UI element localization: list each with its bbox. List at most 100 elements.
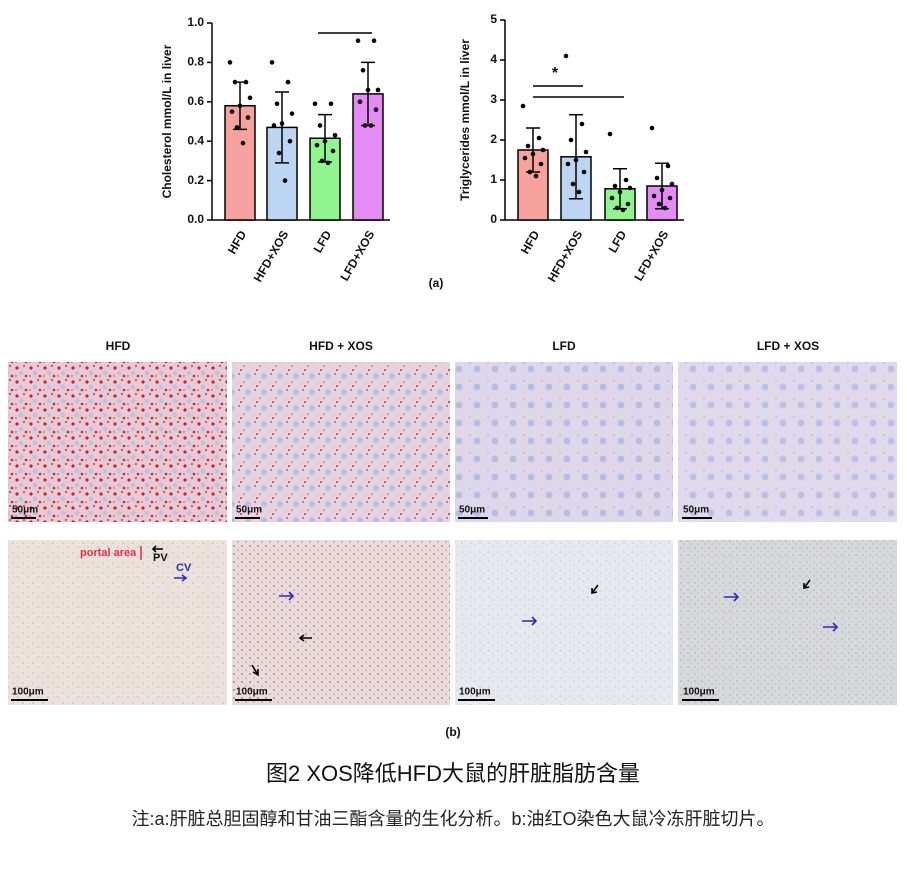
micrograph bbox=[8, 540, 227, 705]
y-tick-label: 0.4 bbox=[187, 133, 204, 147]
data-point bbox=[565, 161, 571, 167]
data-point bbox=[533, 173, 539, 179]
data-point bbox=[289, 111, 295, 116]
data-point bbox=[373, 107, 379, 112]
data-point bbox=[620, 207, 626, 213]
data-point bbox=[279, 121, 285, 126]
data-point bbox=[530, 151, 536, 157]
scale-bars: 50μm 50μm 50μm 50μm 100μm 100μm 100μm 10… bbox=[11, 505, 719, 701]
y-axis-label: Triglycerides mmol/L in liver bbox=[458, 39, 472, 201]
data-point bbox=[520, 103, 526, 109]
micrograph bbox=[455, 362, 673, 522]
scale-label: 100μm bbox=[459, 687, 491, 698]
panel-label: (b) bbox=[445, 725, 460, 739]
significance-mark: * bbox=[552, 65, 559, 82]
data-point bbox=[522, 155, 528, 161]
scale-label: 100μm bbox=[12, 687, 44, 698]
data-point bbox=[669, 181, 675, 187]
data-point bbox=[617, 189, 623, 195]
data-point bbox=[330, 148, 336, 154]
data-point bbox=[360, 67, 366, 73]
data-point bbox=[285, 79, 291, 85]
data-point bbox=[371, 38, 377, 44]
data-point bbox=[365, 87, 371, 93]
column-header: HFD + XOS bbox=[309, 339, 373, 353]
scale-label: 50μm bbox=[236, 505, 262, 516]
data-point bbox=[375, 87, 381, 93]
micrograph bbox=[455, 540, 673, 705]
data-point bbox=[568, 137, 574, 143]
data-point bbox=[287, 138, 293, 144]
x-tick-label: HFD+XOS bbox=[251, 228, 292, 284]
data-point bbox=[312, 101, 318, 107]
data-point bbox=[328, 101, 334, 107]
x-tick-label: LFD+XOS bbox=[631, 228, 671, 283]
scale-label: 50μm bbox=[459, 505, 485, 516]
x-tick-label: HFD+XOS bbox=[545, 228, 586, 284]
scale-label: 100μm bbox=[683, 687, 715, 698]
data-point bbox=[538, 161, 544, 167]
data-point bbox=[607, 131, 613, 137]
error-bar bbox=[275, 91, 289, 164]
annotation: PV bbox=[153, 552, 168, 564]
data-point bbox=[609, 195, 615, 201]
x-tick-label: LFD bbox=[311, 228, 335, 255]
micrograph bbox=[232, 362, 450, 522]
y-tick-label: 1 bbox=[490, 172, 497, 186]
annotation: portal area bbox=[80, 547, 137, 559]
y-tick-label: 1.0 bbox=[187, 15, 204, 29]
x-tick-label: LFD+XOS bbox=[337, 228, 377, 283]
data-point bbox=[623, 177, 629, 183]
data-point bbox=[234, 125, 240, 130]
data-point bbox=[563, 53, 569, 59]
data-point bbox=[527, 169, 533, 175]
data-point bbox=[232, 79, 238, 85]
micrograph bbox=[8, 362, 227, 522]
data-point bbox=[271, 123, 277, 128]
data-point bbox=[240, 140, 246, 146]
scale-label: 100μm bbox=[236, 687, 268, 698]
data-point bbox=[317, 123, 323, 128]
data-point bbox=[627, 185, 633, 191]
y-tick-label: 3 bbox=[490, 92, 497, 106]
data-point bbox=[229, 109, 235, 114]
data-point bbox=[625, 201, 631, 207]
data-point bbox=[581, 169, 587, 175]
y-tick-label: 0 bbox=[490, 212, 497, 226]
data-point bbox=[576, 189, 582, 195]
data-point bbox=[362, 123, 368, 128]
data-point bbox=[659, 187, 665, 193]
data-point bbox=[319, 158, 325, 164]
data-point bbox=[314, 142, 320, 148]
column-header: LFD + XOS bbox=[757, 339, 819, 353]
x-tick-label: LFD bbox=[606, 228, 630, 255]
panel-label: (a) bbox=[429, 276, 444, 290]
data-point bbox=[570, 181, 576, 187]
x-tick-label: HFD bbox=[225, 228, 250, 257]
data-point bbox=[368, 123, 374, 128]
data-point bbox=[654, 175, 660, 181]
data-point bbox=[665, 163, 671, 169]
data-point bbox=[269, 60, 275, 65]
data-point bbox=[573, 157, 579, 163]
data-point bbox=[322, 138, 328, 144]
micrograph bbox=[232, 540, 450, 705]
data-point bbox=[282, 178, 288, 183]
y-tick-label: 0.8 bbox=[187, 55, 204, 69]
data-point bbox=[536, 135, 542, 141]
x-tick-label: HFD bbox=[518, 228, 543, 257]
caption-title: 图2 XOS降低HFD大鼠的肝脏脂肪含量 bbox=[266, 761, 640, 786]
data-point bbox=[667, 195, 673, 201]
data-point bbox=[276, 150, 282, 156]
data-point bbox=[540, 147, 546, 153]
data-point bbox=[274, 101, 280, 107]
y-tick-label: 0.0 bbox=[187, 212, 204, 226]
annotation: CV bbox=[176, 562, 192, 574]
data-point bbox=[237, 103, 243, 109]
scale-label: 50μm bbox=[683, 505, 709, 516]
y-tick-label: 4 bbox=[490, 52, 497, 66]
micrograph bbox=[678, 362, 897, 522]
data-point bbox=[227, 60, 233, 65]
data-point bbox=[662, 205, 668, 211]
